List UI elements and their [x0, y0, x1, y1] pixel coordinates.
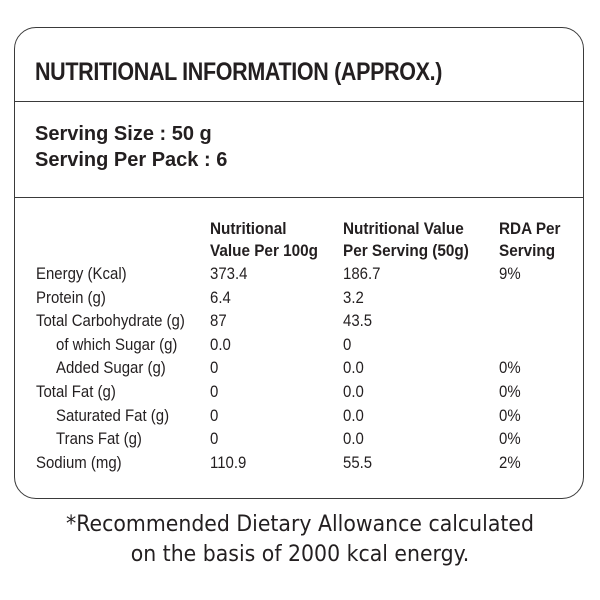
- value-per-100g: 6.4: [210, 287, 231, 307]
- rda-value: 9%: [499, 264, 521, 283]
- nutrient-name: of which Sugar (g): [56, 334, 178, 354]
- nutrient-name: Total Fat (g): [36, 382, 116, 401]
- table-row: Sodium (mg) 110.9 55.5 2%: [36, 451, 576, 475]
- header-rda: RDA Per Serving: [499, 218, 561, 262]
- nutrition-panel: NUTRITIONAL INFORMATION (APPROX.) Servin…: [14, 27, 584, 499]
- value-per-100g: 0: [210, 405, 219, 425]
- value-per-100g: 110.9: [210, 452, 247, 472]
- table-row: Saturated Fat (g) 0 0.0 0%: [36, 404, 576, 428]
- table-row: Total Fat (g) 0 0.0 0%: [36, 380, 576, 404]
- value-per-serving: 0.0: [343, 382, 364, 401]
- header-line: Value Per 100g: [210, 241, 319, 260]
- footnote-line: on the basis of 2000 kcal energy.: [130, 542, 470, 567]
- value-per-serving: 55.5: [343, 452, 373, 472]
- footnote: *Recommended Dietary Allowance calculate…: [21, 510, 579, 570]
- value-per-100g: 0: [210, 429, 219, 449]
- nutrient-name: Energy (Kcal): [36, 264, 127, 283]
- table-row: of which Sugar (g) 0.0 0: [36, 333, 576, 357]
- serving-info: Serving Size : 50 g Serving Per Pack : 6: [35, 121, 227, 173]
- title-divider: [15, 101, 583, 102]
- serving-size: Serving Size : 50 g: [35, 123, 212, 145]
- header-per-serving: Nutritional Value Per Serving (50g): [343, 218, 469, 262]
- header-line: Nutritional: [210, 219, 287, 238]
- header-per-100g: Nutritional Value Per 100g: [210, 218, 318, 262]
- value-per-serving: 0.0: [343, 358, 364, 378]
- table-row: Total Carbohydrate (g) 87 43.5: [36, 309, 576, 333]
- value-per-100g: 0: [210, 358, 219, 378]
- panel-title: NUTRITIONAL INFORMATION (APPROX.): [35, 58, 443, 86]
- value-per-serving: 0.0: [343, 405, 364, 425]
- nutrient-name: Protein (g): [36, 287, 106, 307]
- rda-value: 0%: [499, 405, 521, 425]
- nutrient-name: Sodium (mg): [36, 452, 122, 472]
- value-per-serving: 43.5: [343, 311, 373, 331]
- table-row: Trans Fat (g) 0 0.0 0%: [36, 427, 576, 451]
- header-line: RDA Per: [499, 219, 561, 238]
- nutrient-name: Saturated Fat (g): [56, 405, 170, 425]
- value-per-serving: 0.0: [343, 429, 364, 449]
- table-row: Added Sugar (g) 0 0.0 0%: [36, 356, 576, 380]
- value-per-100g: 0.0: [210, 334, 231, 354]
- value-per-100g: 87: [210, 311, 227, 331]
- rda-value: 0%: [499, 429, 521, 449]
- rda-value: 2%: [499, 452, 521, 472]
- serving-divider: [15, 197, 583, 198]
- footnote-line: *Recommended Dietary Allowance calculate…: [66, 512, 534, 537]
- nutrient-name: Trans Fat (g): [56, 429, 142, 449]
- table-row: Energy (Kcal) 373.4 186.7 9%: [36, 262, 576, 286]
- value-per-serving: 186.7: [343, 264, 381, 283]
- serving-per-pack: Serving Per Pack : 6: [35, 149, 228, 171]
- nutrient-name: Total Carbohydrate (g): [36, 311, 185, 331]
- rda-value: 0%: [499, 382, 521, 401]
- table-row: Protein (g) 6.4 3.2: [36, 286, 576, 310]
- rda-value: 0%: [499, 358, 521, 378]
- value-per-serving: 0: [343, 334, 352, 354]
- value-per-100g: 0: [210, 382, 219, 401]
- header-line: Serving: [499, 241, 556, 260]
- nutrient-name: Added Sugar (g): [56, 358, 166, 378]
- header-line: Per Serving (50g): [343, 241, 469, 260]
- value-per-100g: 373.4: [210, 264, 248, 283]
- header-line: Nutritional Value: [343, 219, 464, 238]
- value-per-serving: 3.2: [343, 287, 364, 307]
